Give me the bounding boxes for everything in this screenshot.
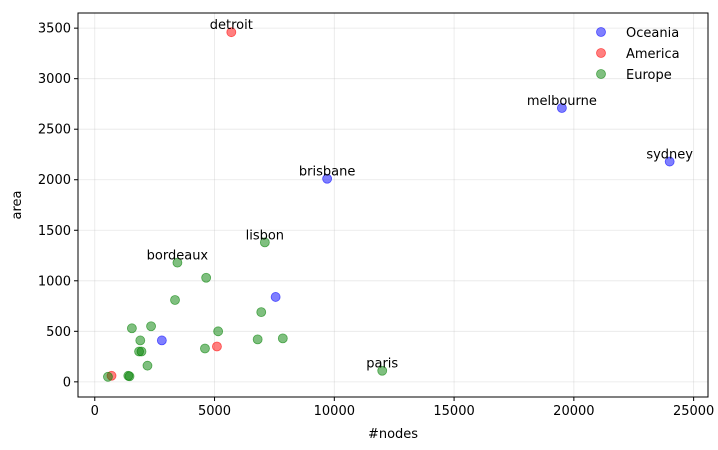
y-tick-label: 500 [46,325,71,340]
point-label-brisbane: brisbane [299,165,355,180]
y-axis-ticks: 0 500 1000 1500 2000 2500 3000 3500 [38,22,78,390]
y-tick-label: 2000 [38,173,71,188]
point-oceania [322,173,333,184]
point-labels: sydney melbourne brisbane detroit paris lisbo… [147,18,694,372]
x-axis-label: #nodes [368,427,418,442]
data-points [103,27,675,382]
point-europe [172,257,183,268]
plot-area-frame [77,12,709,398]
point-europe [136,346,147,357]
legend-label-oceania: Oceania [626,26,679,41]
point-europe [213,326,224,337]
point-europe [277,333,288,344]
point-europe [170,295,180,305]
point-oceania [664,156,675,167]
y-tick-label: 3000 [38,72,71,87]
point-europe [146,321,156,332]
point-europe [256,307,267,318]
point-europe [126,323,137,334]
y-tick-label: 2500 [38,123,71,138]
y-axis-label: area [10,191,25,220]
point-europe [200,343,210,354]
point-label-paris: paris [366,357,398,372]
legend-marker-america [596,48,606,58]
legend: Oceania America Europe [596,26,680,83]
legend-label-america: America [626,47,680,62]
point-label-sydney: sydney [646,148,693,163]
point-oceania [156,335,167,346]
point-label-melbourne: melbourne [527,94,597,109]
point-europe [259,237,270,248]
y-tick-label: 3500 [38,22,71,37]
point-label-lisbon: lisbon [246,228,284,243]
point-label-bordeaux: bordeaux [147,249,209,264]
x-tick-label: 5000 [198,404,231,419]
x-tick-label: 10000 [314,404,355,419]
point-europe [142,360,153,371]
y-tick-label: 0 [63,375,71,390]
point-europe [377,365,388,376]
y-tick-label: 1000 [38,274,71,289]
point-europe [103,371,113,382]
point-europe [201,272,212,283]
point-oceania [270,292,281,302]
x-axis-ticks: 0 5000 10000 15000 20000 25000 [91,397,714,419]
x-tick-label: 25000 [673,404,714,419]
point-america [212,341,222,352]
legend-marker-europe [596,69,606,79]
x-tick-label: 20000 [553,404,594,419]
point-label-detroit: detroit [210,18,253,33]
y-tick-label: 1500 [38,224,71,239]
point-europe [252,334,263,345]
point-oceania [556,103,567,113]
point-america [226,27,237,38]
legend-marker-oceania [596,27,606,37]
legend-label-europe: Europe [626,68,672,83]
x-tick-label: 0 [91,404,99,419]
x-tick-label: 15000 [433,404,474,419]
grid [78,13,708,397]
point-europe [124,371,135,382]
point-europe [135,335,146,346]
